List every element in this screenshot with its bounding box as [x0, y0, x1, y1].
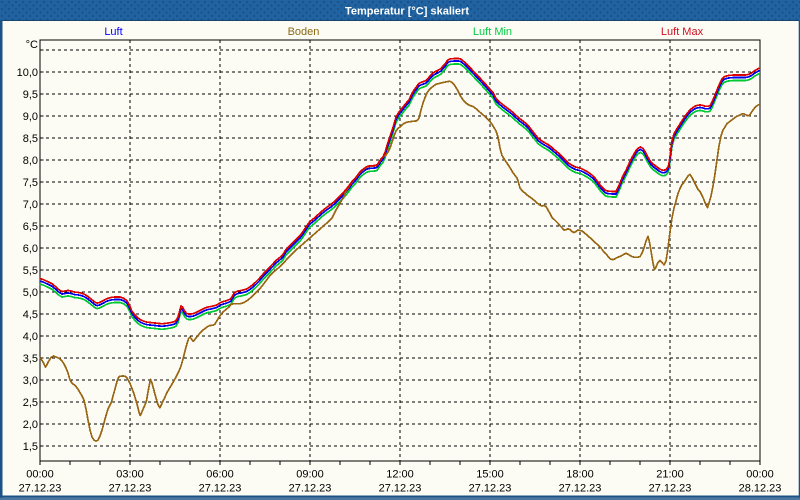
svg-text:6,5: 6,5 — [23, 221, 38, 233]
svg-text:09:00: 09:00 — [296, 469, 324, 481]
svg-text:27.12.23: 27.12.23 — [19, 483, 62, 495]
svg-text:3,5: 3,5 — [23, 353, 38, 365]
svg-text:5,5: 5,5 — [23, 265, 38, 277]
svg-text:4,0: 4,0 — [23, 331, 38, 343]
svg-text:27.12.23: 27.12.23 — [289, 483, 332, 495]
svg-text:27.12.23: 27.12.23 — [199, 483, 242, 495]
svg-text:15:00: 15:00 — [476, 469, 504, 481]
svg-text:2,0: 2,0 — [23, 419, 38, 431]
svg-text:27.12.23: 27.12.23 — [559, 483, 602, 495]
svg-text:3,0: 3,0 — [23, 375, 38, 387]
svg-text:7,0: 7,0 — [23, 199, 38, 211]
svg-text:27.12.23: 27.12.23 — [379, 483, 422, 495]
svg-text:8,5: 8,5 — [23, 133, 38, 145]
svg-text:7,5: 7,5 — [23, 177, 38, 189]
svg-text:9,5: 9,5 — [23, 89, 38, 101]
svg-text:18:00: 18:00 — [566, 469, 594, 481]
svg-text:27.12.23: 27.12.23 — [469, 483, 512, 495]
svg-text:9,0: 9,0 — [23, 111, 38, 123]
svg-text:8,0: 8,0 — [23, 155, 38, 167]
svg-text:5,0: 5,0 — [23, 287, 38, 299]
svg-text:06:00: 06:00 — [206, 469, 234, 481]
svg-text:Temperatur [°C] skaliert: Temperatur [°C] skaliert — [345, 6, 469, 18]
svg-text:Luft Max: Luft Max — [661, 26, 704, 38]
svg-text:4,5: 4,5 — [23, 309, 38, 321]
svg-text:00:00: 00:00 — [26, 469, 54, 481]
svg-text:6,0: 6,0 — [23, 243, 38, 255]
svg-text:1,5: 1,5 — [23, 441, 38, 453]
svg-text:Luft: Luft — [104, 26, 122, 38]
svg-text:03:00: 03:00 — [116, 469, 144, 481]
svg-text:Boden: Boden — [288, 26, 320, 38]
svg-text:°C: °C — [26, 39, 38, 51]
svg-text:27.12.23: 27.12.23 — [109, 483, 152, 495]
svg-text:27.12.23: 27.12.23 — [649, 483, 692, 495]
svg-text:21:00: 21:00 — [656, 469, 684, 481]
svg-text:12:00: 12:00 — [386, 469, 414, 481]
svg-text:28.12.23: 28.12.23 — [739, 483, 782, 495]
svg-text:2,5: 2,5 — [23, 397, 38, 409]
svg-text:Luft Min: Luft Min — [473, 26, 512, 38]
svg-text:10,0: 10,0 — [17, 67, 38, 79]
svg-text:00:00: 00:00 — [746, 469, 774, 481]
